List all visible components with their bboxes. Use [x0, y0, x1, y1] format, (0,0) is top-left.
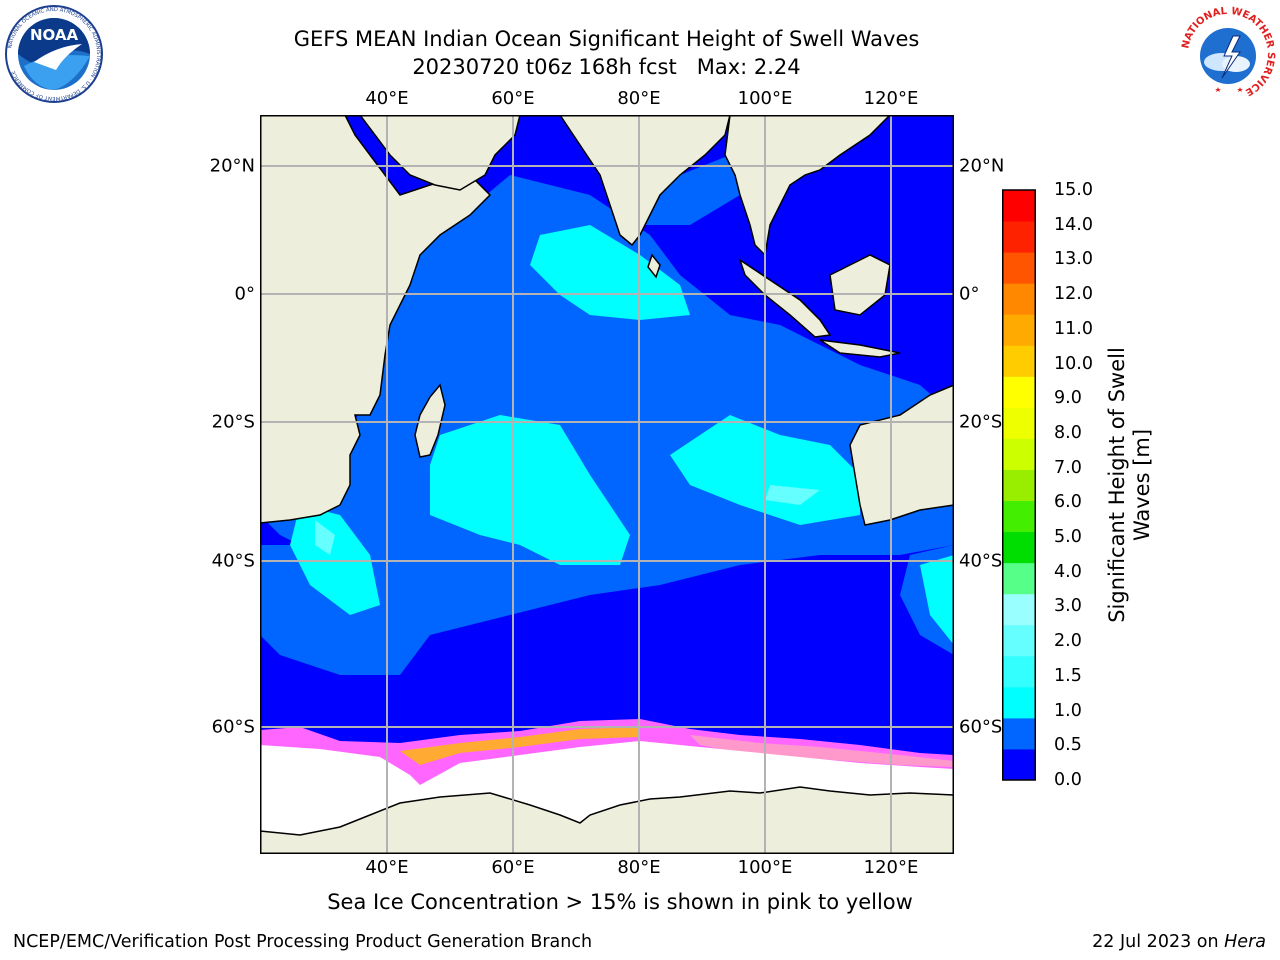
lon-tick-top-120e: 120°E: [863, 88, 919, 109]
colorbar-segment: [1002, 407, 1036, 439]
lon-tick-bottom-120e: 120°E: [863, 857, 919, 878]
colorbar-segment: [1002, 283, 1036, 315]
india-land: [559, 115, 731, 247]
arabia-land: [359, 115, 521, 191]
lat-tick-right-20s: 20°S: [959, 411, 1003, 433]
lon-tick-top-100e: 100°E: [737, 88, 793, 109]
colorbar-tick-label: 7.0: [1054, 457, 1082, 478]
antarctica-land: [260, 786, 954, 854]
colorbar-tick-label: 1.0: [1054, 700, 1082, 721]
colorbar-tick-label: 6.0: [1054, 492, 1082, 513]
sea-ice-note: Sea Ice Concentration > 15% is shown in …: [327, 890, 913, 914]
nws-logo: NATIONAL WEATHER SERVICE: [1180, 6, 1276, 102]
noaa-logo-text: NOAA: [30, 26, 79, 44]
footer-date: 22 Jul 2023 on Hera: [1092, 932, 1266, 952]
lon-tick-bottom-40e: 40°E: [365, 857, 409, 878]
lon-tick-bottom-60e: 60°E: [491, 857, 535, 878]
lon-tick-top-80e: 80°E: [617, 88, 661, 109]
colorbar-tick-label: 3.0: [1054, 596, 1082, 617]
colorbar-segment: [1002, 748, 1036, 781]
colorbar-label: Significant Height of Swell Waves [m]: [1105, 347, 1155, 623]
footer-credit: NCEP/EMC/Verification Post Processing Pr…: [13, 932, 593, 952]
map-gridlines: [260, 115, 954, 854]
lat-tick-left-0: 0°: [234, 283, 255, 305]
colorbar-segment: [1002, 624, 1036, 657]
colorbar-segment: [1002, 314, 1036, 346]
lat-tick-left-60s: 60°S: [211, 716, 255, 738]
colorbar-segment: [1002, 531, 1036, 564]
colorbar-tick-label: 0.0: [1054, 770, 1082, 790]
colorbar-segment: [1002, 438, 1036, 470]
colorbar-tick-label: 1.5: [1054, 665, 1082, 686]
colorbar-tick-label: 10.0: [1054, 353, 1093, 374]
colorbar-label-line1: Significant Height of Swell: [1105, 347, 1129, 623]
colorbar-tick-label: 11.0: [1054, 318, 1093, 339]
colorbar-segment: [1002, 345, 1036, 377]
colorbar-tick-label: 12.0: [1054, 284, 1093, 305]
colorbar-tick-label: 5.0: [1054, 527, 1082, 548]
lon-tick-top-40e: 40°E: [365, 88, 409, 109]
colorbar-segment: [1002, 221, 1036, 253]
chart-title: GEFS MEAN Indian Ocean Significant Heigh…: [293, 27, 920, 51]
footer-date-text: 22 Jul 2023 on: [1092, 932, 1225, 952]
colorbar-tick-label: 14.0: [1054, 214, 1093, 235]
colorbar-tick-label: 4.0: [1054, 561, 1082, 582]
colorbar-segment: [1002, 686, 1036, 719]
swell-0.5-1.0-zone: [260, 175, 954, 635]
colorbar-segment: [1002, 252, 1036, 284]
colorbar-tick-label: 13.0: [1054, 249, 1093, 270]
southeast-asia-land: [724, 115, 892, 257]
colorbar-segment: [1002, 469, 1036, 502]
colorbar-segment: [1002, 655, 1036, 688]
lat-tick-right-0: 0°: [959, 283, 980, 305]
lon-tick-bottom-80e: 80°E: [617, 857, 661, 878]
colorbar-segment: [1002, 562, 1036, 595]
chart-subtitle: 20230720 t06z 168h fcst Max: 2.24: [412, 55, 801, 79]
colorbar-label-line2: Waves [m]: [1130, 428, 1154, 542]
colorbar-segment: [1002, 190, 1036, 222]
lon-tick-bottom-100e: 100°E: [737, 857, 793, 878]
colorbar-tick-label: 15.0: [1054, 180, 1093, 200]
lat-tick-left-40s: 40°S: [211, 550, 255, 572]
map-plot: [260, 115, 954, 854]
footer-machine: Hera: [1224, 932, 1266, 952]
colorbar-frame: [1002, 189, 1036, 781]
lat-tick-left-20s: 20°S: [211, 411, 255, 433]
australia-land: [849, 384, 954, 526]
lat-tick-right-20n: 20°N: [959, 155, 1005, 177]
colorbar-tick-label: 2.0: [1054, 631, 1082, 652]
colorbar-tick-label: 0.5: [1054, 735, 1082, 756]
colorbar: [1002, 189, 1036, 781]
swell-1.0-1.5-zone-b: [430, 415, 630, 565]
swell-1.0-1.5-zone-e: [920, 555, 954, 645]
swell-1.0-1.5-zone-a: [530, 225, 690, 320]
lat-tick-right-60s: 60°S: [959, 716, 1003, 738]
lat-tick-right-40s: 40°S: [959, 550, 1003, 572]
noaa-logo: NOAA NATIONAL OCEANIC AND ATMOSPHERIC AD…: [5, 5, 103, 103]
colorbar-segment: [1002, 376, 1036, 408]
colorbar-segment: [1002, 593, 1036, 626]
lon-tick-top-60e: 60°E: [491, 88, 535, 109]
colorbar-segment: [1002, 717, 1036, 750]
colorbar-tick-label: 8.0: [1054, 422, 1082, 443]
colorbar-segment: [1002, 500, 1036, 533]
lat-tick-left-20n: 20°N: [209, 155, 255, 177]
sumatra-land: [738, 258, 832, 338]
colorbar-tick-label: 9.0: [1054, 388, 1082, 409]
